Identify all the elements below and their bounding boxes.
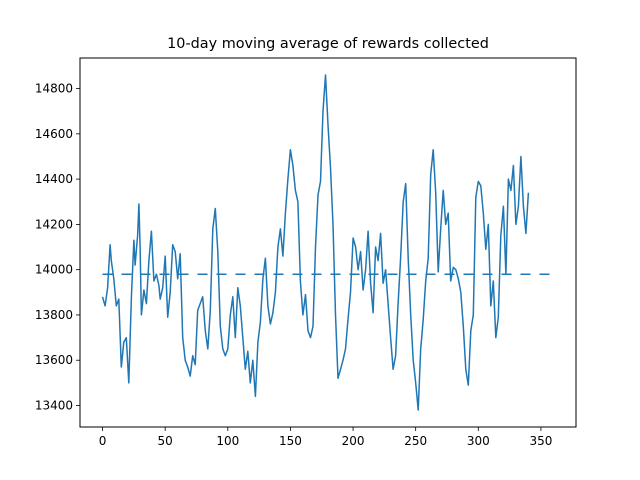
axes-frame — [79, 57, 577, 428]
x-tick-label: 150 — [279, 434, 302, 448]
y-tick-label: 13400 — [35, 398, 73, 412]
y-tick-label: 14200 — [35, 217, 73, 231]
x-tick-label: 200 — [342, 434, 365, 448]
y-tick-label: 14800 — [35, 82, 73, 96]
plot-area — [101, 74, 554, 411]
x-tick-label: 0 — [99, 434, 107, 448]
series-line-moving-average — [101, 74, 530, 411]
chart-title: 10-day moving average of rewards collect… — [167, 36, 489, 52]
x-tick-label: 100 — [216, 434, 239, 448]
y-tick-label: 14400 — [35, 172, 73, 186]
y-tick-label: 14600 — [35, 127, 73, 141]
y-tick-label: 13800 — [35, 308, 73, 322]
x-tick-label: 300 — [467, 434, 490, 448]
y-tick-label: 13600 — [35, 353, 73, 367]
y-axis: 13400 13600 13800 14000 14200 14400 14600 14800 — [35, 82, 80, 412]
x-tick-label: 50 — [158, 434, 173, 448]
x-tick-label: 350 — [529, 434, 552, 448]
x-tick-label: 250 — [404, 434, 427, 448]
y-tick-label: 14000 — [35, 263, 73, 277]
x-axis: 0 50 100 150 200 250 300 350 — [99, 427, 552, 448]
